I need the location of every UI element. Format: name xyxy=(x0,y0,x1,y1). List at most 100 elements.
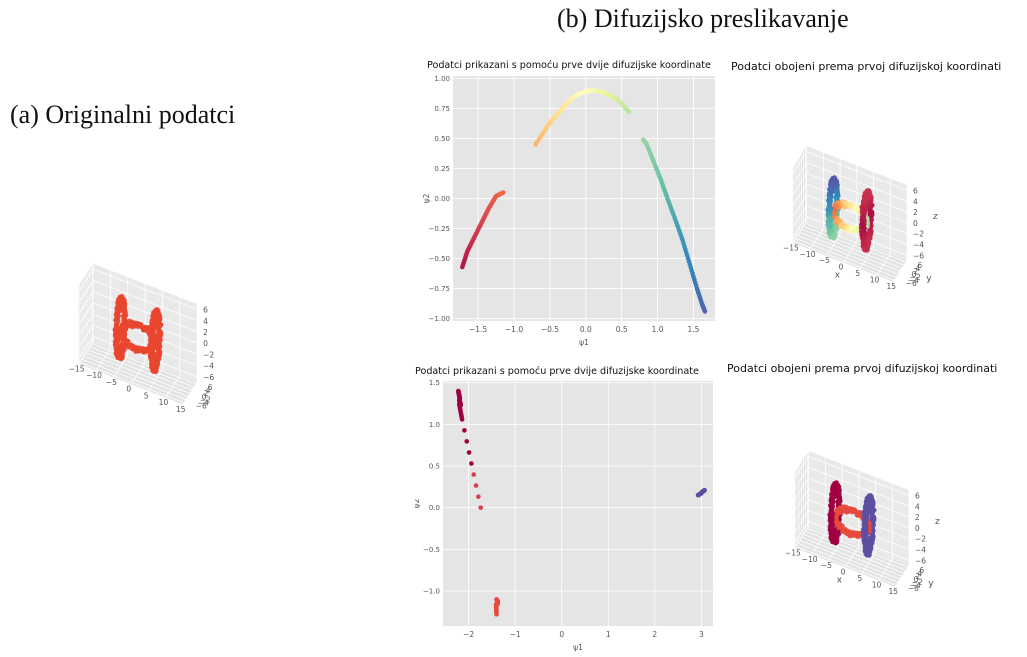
data-point xyxy=(852,531,858,537)
y-tick-label: 0.75 xyxy=(434,105,450,113)
y-axis-label: ψ2 xyxy=(422,193,431,203)
y-tick-label: −0.50 xyxy=(429,255,450,263)
side-gridline xyxy=(792,172,807,195)
data-point xyxy=(129,346,135,352)
y-tick-label: −0.5 xyxy=(423,546,440,554)
data-point xyxy=(827,207,833,213)
back-gridline xyxy=(808,510,910,550)
floor-gridline xyxy=(799,540,901,580)
y-tick-label: 0.50 xyxy=(434,135,450,143)
data-point xyxy=(702,487,707,493)
back-gridline xyxy=(808,488,910,529)
y-tick-label: 6 xyxy=(919,566,924,575)
data-point xyxy=(867,201,873,207)
data-point xyxy=(829,528,835,533)
data-point xyxy=(118,331,124,337)
data-point xyxy=(130,324,135,330)
title-diffusion-2d-top: Podatci prikazani s pomoću prve dvije di… xyxy=(427,60,711,71)
data-point xyxy=(626,109,632,115)
x-tick-label: −2 xyxy=(463,630,474,639)
data-point xyxy=(827,223,833,228)
back-gridline xyxy=(92,336,198,378)
floor-gridline xyxy=(79,362,185,404)
data-point xyxy=(860,219,866,225)
x-tick-label: −5 xyxy=(819,256,830,265)
data-point xyxy=(476,494,481,499)
title-diffusion-2d-bottom: Podatci prikazani s pomoću prve dvije di… xyxy=(415,366,699,377)
back-gridline xyxy=(92,280,198,322)
data-point xyxy=(135,324,141,329)
back-gridline xyxy=(806,162,908,202)
x-tick-label: 15 xyxy=(887,282,897,291)
x-tick-label: 15 xyxy=(176,405,186,414)
floor-gridline xyxy=(797,543,899,583)
back-gridline xyxy=(808,521,910,561)
side-gridline xyxy=(792,183,807,206)
data-point xyxy=(464,439,470,444)
chart-diffusion-3d-top: −15 −10 −5 0 5 10 15 −6 −4 −2 0 2 4 6 6 4 2 0 −2 −4 −6 x y z xyxy=(732,74,1022,352)
data-point xyxy=(459,417,465,422)
title-diffusion-3d-bottom: Podatci obojeni prema prvoj difuzijskoj … xyxy=(727,362,998,375)
back-gridline xyxy=(92,313,198,355)
data-point xyxy=(829,512,835,518)
floor-gridline xyxy=(89,346,195,388)
back-gridline xyxy=(808,477,910,518)
back-gridline xyxy=(806,172,908,213)
data-point xyxy=(148,356,154,362)
side-gridline xyxy=(794,467,809,489)
y-tick-label: −4 xyxy=(910,581,921,590)
y-axis-label: y xyxy=(926,274,932,284)
side-gridline xyxy=(792,162,807,184)
data-point xyxy=(845,228,851,234)
back-gridline xyxy=(808,499,910,540)
floor-gridline xyxy=(85,352,191,394)
x-axis-label: x xyxy=(837,575,843,585)
data-point xyxy=(865,231,871,236)
y-tick-label: 1.5 xyxy=(429,379,440,387)
floor-gridline xyxy=(803,533,905,574)
y-tick-label: 2 xyxy=(914,267,919,276)
y-tick-label: −2 xyxy=(910,273,921,282)
z-tick-label: 4 xyxy=(203,317,208,326)
floor-gridline xyxy=(803,225,905,266)
z-tick-label: 4 xyxy=(915,502,920,511)
y-tick-label: −1.00 xyxy=(429,315,450,323)
z-tick-label: 4 xyxy=(913,197,918,206)
z-tick-label: −6 xyxy=(913,251,924,260)
x-tick-label: −1 xyxy=(510,630,521,639)
y-axis-label: ψ2 xyxy=(415,498,421,508)
data-point xyxy=(862,524,868,530)
y-tick-label: −0.75 xyxy=(429,285,450,293)
data-point xyxy=(133,349,139,354)
z-tick-label: 6 xyxy=(913,186,918,195)
x-axis-label: ψ1 xyxy=(573,643,583,652)
x-tick-label: −5 xyxy=(821,561,832,570)
floor-gridline xyxy=(87,349,193,391)
side-gridline xyxy=(78,313,94,337)
chart-diffusion-2d-bottom: −2 −1 0 1 2 3 1.5 1.0 0.5 0.0 −0.5 −1.0 ψ1 ψ2 xyxy=(415,377,720,657)
x-tick-label: 1.0 xyxy=(652,325,664,334)
data-point xyxy=(870,513,876,519)
data-point xyxy=(864,544,869,550)
floor-gridline xyxy=(795,238,897,278)
x-tick-label: 5 xyxy=(857,574,862,583)
data-point xyxy=(142,327,148,333)
z-tick-label: −6 xyxy=(203,373,214,382)
data-point xyxy=(869,506,875,512)
data-point xyxy=(156,321,161,326)
z-tick-label: 2 xyxy=(203,328,208,337)
floor-gridline xyxy=(795,546,897,586)
x-tick-label: 10 xyxy=(872,581,882,590)
y-tick-label: 6 xyxy=(208,383,213,392)
data-point xyxy=(150,335,155,340)
side-gridline xyxy=(78,269,94,292)
x-tick-label: 10 xyxy=(870,276,880,285)
data-point xyxy=(469,461,474,466)
back-gridline xyxy=(806,205,908,245)
y-tick-label: 1.00 xyxy=(434,75,450,83)
y-tick-label: 0.00 xyxy=(434,195,450,203)
back-gridline xyxy=(808,467,910,507)
